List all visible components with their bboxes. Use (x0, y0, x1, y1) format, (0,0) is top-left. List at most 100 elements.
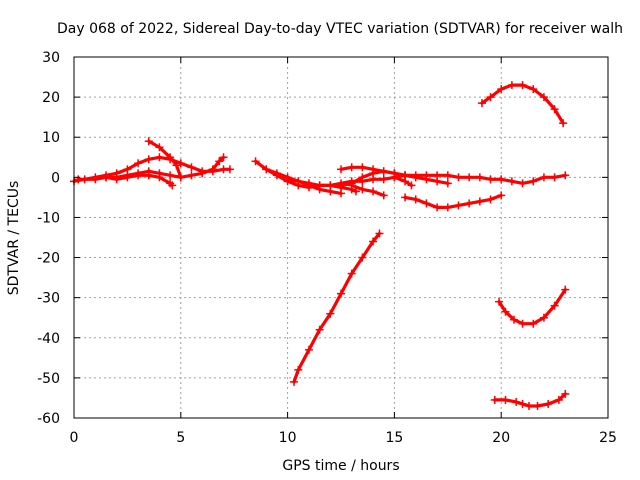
data-point (283, 175, 292, 184)
data-point (176, 173, 185, 182)
x-tick-label: 0 (70, 430, 79, 446)
data-point (443, 203, 452, 212)
data-point (144, 137, 153, 146)
data-point (411, 173, 420, 182)
data-point (561, 171, 570, 180)
plot-frame (73, 56, 609, 419)
data-point (337, 289, 345, 298)
data-point (454, 201, 463, 210)
data-point (144, 171, 153, 180)
data-point (166, 171, 175, 180)
data-point (501, 307, 510, 316)
y-tick-label: 30 (42, 50, 60, 66)
data-point (134, 159, 143, 168)
data-point (176, 159, 185, 168)
data-point (401, 177, 410, 186)
data-point (168, 181, 177, 190)
data-point (337, 181, 345, 190)
data-point (554, 395, 563, 404)
data-point (215, 157, 224, 166)
y-axis-ticks: -60 -50 -40 -30 -20 -10 0 10 20 30 (37, 50, 608, 427)
series-track-15 (497, 288, 567, 326)
data-point (559, 119, 568, 128)
data-point (326, 309, 335, 318)
data-point (304, 179, 313, 188)
data-point (337, 165, 345, 174)
data-point (497, 191, 506, 200)
data-point (155, 173, 164, 182)
data-point (262, 165, 271, 174)
grid (74, 57, 608, 418)
data-point (465, 173, 474, 182)
x-tick-label: 15 (385, 430, 403, 446)
x-tick-label: 25 (599, 430, 617, 446)
data-point (539, 313, 548, 322)
data-point (407, 181, 416, 190)
x-tick-label: 10 (279, 430, 297, 446)
data-point (358, 253, 367, 262)
data-point (550, 105, 559, 114)
data-point (225, 165, 234, 174)
data-point (443, 171, 452, 180)
data-point (219, 153, 228, 162)
data-point (74, 175, 83, 184)
data-point (529, 85, 538, 94)
data-point (347, 181, 356, 190)
data-point (304, 345, 313, 354)
data-point (379, 167, 388, 176)
data-point (326, 181, 335, 190)
data-point (123, 173, 132, 182)
data-point (512, 397, 521, 406)
data-point (486, 93, 495, 102)
series-track-10 (350, 183, 386, 197)
data-point (401, 193, 410, 202)
y-tick-label: -60 (37, 411, 60, 427)
data-point (443, 179, 452, 188)
y-tick-label: 10 (42, 130, 60, 146)
x-axis-label: GPS time / hours (282, 458, 399, 474)
data-point (369, 187, 378, 196)
y-tick-label: 0 (51, 170, 60, 186)
data-point (422, 175, 431, 184)
data-point (390, 173, 399, 182)
data-point (433, 203, 442, 212)
data-point (172, 161, 181, 170)
data-point (433, 177, 442, 186)
data-point (112, 175, 121, 184)
data-point (102, 173, 111, 182)
data-point (91, 175, 100, 184)
data-point (475, 173, 484, 182)
x-tick-label: 20 (492, 430, 510, 446)
data-point (550, 301, 559, 310)
data-point (272, 169, 281, 178)
series-track-12 (403, 193, 503, 209)
data-point (294, 177, 303, 186)
data-point (518, 319, 527, 328)
y-tick-label: -10 (37, 210, 60, 226)
data-point (411, 195, 420, 204)
data-point (379, 175, 388, 184)
data-point (486, 195, 495, 204)
y-axis-label: SDTVAR / TECUs (6, 181, 22, 296)
data-point (518, 399, 527, 408)
data-point (539, 93, 548, 102)
data-point (166, 153, 175, 162)
data-point (475, 197, 484, 206)
y-tick-label: 20 (42, 90, 60, 106)
data-point (315, 325, 324, 334)
data-point (497, 85, 506, 94)
data-point (358, 163, 367, 172)
x-tick-label: 5 (176, 430, 185, 446)
data-point (187, 171, 196, 180)
data-series (70, 81, 570, 410)
data-point (477, 99, 486, 108)
data-point (208, 165, 217, 174)
data-point (155, 143, 164, 152)
data-point (510, 315, 519, 324)
y-tick-label: -30 (37, 291, 60, 307)
data-point (351, 187, 360, 196)
data-point (251, 157, 260, 166)
data-point (539, 173, 548, 182)
data-point (198, 169, 207, 178)
